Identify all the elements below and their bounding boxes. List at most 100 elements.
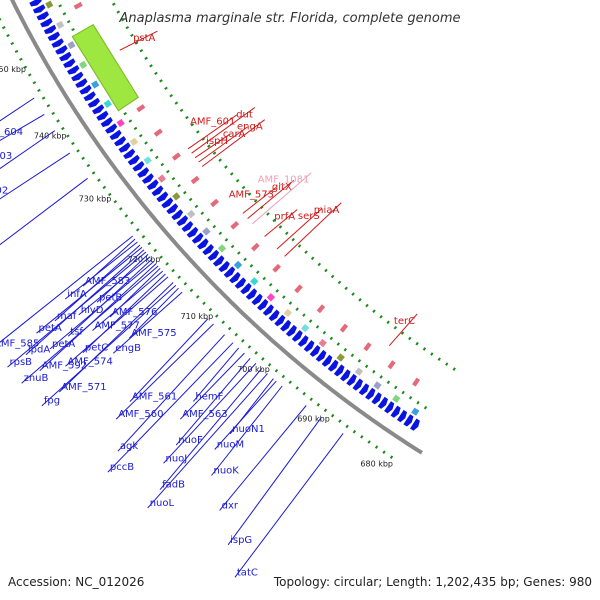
cog-block — [336, 353, 345, 362]
forward-gene-label[interactable]: AMF_592 — [42, 361, 87, 372]
forward-label-leader — [159, 368, 263, 490]
tick-label: 710 kbp — [181, 312, 214, 321]
reverse-gene-label[interactable]: ispH — [206, 136, 228, 147]
reverse-label-leader — [191, 107, 256, 154]
gene-arrow — [181, 221, 194, 232]
gene-arrow — [36, 11, 49, 21]
forward-gene-label[interactable]: AMF_602 — [0, 186, 8, 197]
gene-arrow — [92, 104, 105, 115]
reverse-label-leader — [252, 172, 312, 225]
forward-gene-label[interactable]: tsf — [70, 326, 83, 337]
forward-gene-label[interactable]: AMF_571 — [61, 382, 106, 393]
forward-gene-label[interactable]: nuoJ — [166, 453, 188, 464]
cog-block — [233, 260, 243, 270]
forward-gene-label[interactable]: dxr — [222, 500, 239, 511]
forward-label-leader — [7, 251, 147, 368]
forward-gene-label[interactable]: agk — [120, 441, 138, 452]
gene-arrow — [268, 309, 280, 322]
gene-arrow — [96, 110, 109, 121]
forward-label-leader — [92, 270, 164, 331]
gc-dots-outer — [0, 16, 400, 463]
forward-gene-label[interactable]: pccB — [110, 462, 134, 473]
tick-label: 730 kbp — [79, 195, 112, 204]
gene-arrow — [79, 84, 92, 95]
forward-gene-label[interactable]: AMF_577 — [95, 321, 140, 332]
reverse-gene-label[interactable]: AMF_601 — [190, 117, 235, 128]
gene-arrow — [118, 142, 131, 153]
gene-arrow — [274, 314, 286, 327]
cog-block — [143, 156, 152, 165]
cog-block — [157, 174, 166, 183]
forward-gene-label[interactable]: tatC — [237, 567, 258, 578]
reverse-gene-block — [387, 360, 396, 370]
forward-gene-label[interactable]: lpdA — [28, 345, 50, 356]
forward-gene-label[interactable]: maf — [57, 311, 77, 322]
forward-gene-label[interactable]: hemF — [195, 391, 223, 402]
forward-gene-label[interactable]: fpg — [44, 396, 60, 407]
forward-label-leader — [36, 246, 143, 334]
gene-track — [29, 0, 421, 431]
reverse-gene-label[interactable]: terC — [394, 316, 415, 327]
forward-gene-label[interactable]: AMF_585 — [0, 339, 39, 350]
reverse-gene-block — [316, 304, 326, 314]
forward-gene-label[interactable]: hlyD — [81, 305, 104, 316]
forward-gene-label[interactable]: AMF_576 — [112, 307, 157, 318]
forward-gene-label[interactable]: fadB — [162, 480, 185, 491]
forward-gene-label[interactable]: AMF_561 — [132, 392, 177, 403]
gene-arrow — [109, 129, 122, 140]
reverse-label-leader — [187, 114, 238, 150]
reverse-gene-label[interactable]: dut — [236, 110, 253, 121]
gene-arrow — [333, 364, 345, 377]
cog-block — [354, 367, 364, 376]
gene-arrow — [397, 409, 408, 423]
forward-gene-label[interactable]: infA — [67, 289, 87, 300]
forward-label-leader — [0, 97, 35, 122]
forward-gene-label[interactable]: rpsB — [10, 357, 33, 368]
forward-gene-label[interactable]: petA — [52, 339, 75, 350]
reverse-gene-label[interactable]: pstA — [133, 33, 155, 44]
gene-arrow — [176, 215, 189, 226]
cog-block — [129, 137, 139, 146]
reverse-gene-label[interactable]: miaA — [314, 205, 340, 216]
forward-gene-label[interactable]: nuoM — [217, 440, 244, 451]
reverse-gene-label[interactable]: gltX — [272, 182, 292, 193]
gene-arrow — [146, 179, 159, 190]
forward-gene-label[interactable]: AMF_604 — [0, 127, 23, 138]
reverse-gene-label[interactable]: AMF_573 — [229, 190, 274, 201]
forward-gene-label[interactable]: engB — [115, 343, 141, 354]
forward-label-leader — [193, 347, 240, 402]
reverse-gene-label[interactable]: carA — [223, 129, 246, 140]
cog-block — [45, 0, 54, 9]
forward-label-leader — [78, 256, 151, 316]
forward-gene-label[interactable]: AMF_560 — [118, 409, 163, 420]
gene-arrow — [340, 369, 351, 382]
forward-gene-label[interactable]: petA — [39, 323, 62, 334]
forward-gene-label[interactable]: nuoF — [178, 435, 203, 446]
forward-gene-label[interactable]: znuB — [24, 373, 49, 384]
forward-label-leader — [0, 177, 88, 246]
tick-label: 740 kbp — [34, 131, 67, 140]
reverse-gene-label[interactable]: serS — [298, 211, 320, 222]
forward-label-leader — [107, 342, 234, 473]
reverse-label-leader — [242, 187, 277, 214]
forward-gene-label[interactable]: nuoL — [150, 498, 175, 509]
gene-arrow — [59, 51, 72, 62]
forward-gene-label[interactable]: AMF_603 — [0, 151, 12, 162]
forward-gene-label[interactable]: AMF_575 — [131, 328, 176, 339]
gene-arrow — [315, 349, 327, 362]
forward-gene-label[interactable]: nuoK — [214, 466, 240, 477]
reverse-gene-block — [272, 263, 281, 273]
map-title: Anaplasma marginale str. Florida, comple… — [119, 11, 461, 26]
reverse-gene-label[interactable]: engA — [237, 122, 263, 133]
forward-label-leader — [147, 373, 268, 509]
cog-block — [217, 244, 227, 253]
reverse-gene-label[interactable]: prfA — [274, 212, 295, 223]
forward-gene-label[interactable]: ispG — [230, 535, 252, 546]
gene-arrow — [100, 117, 113, 128]
reverse-gene-label[interactable]: AMF_1081 — [258, 175, 310, 186]
gene-arrow — [352, 378, 363, 391]
gene-arrow — [223, 266, 236, 278]
forward-gene-label[interactable]: AMF_563 — [182, 409, 227, 420]
forward-gene-label[interactable]: petC — [85, 343, 108, 354]
